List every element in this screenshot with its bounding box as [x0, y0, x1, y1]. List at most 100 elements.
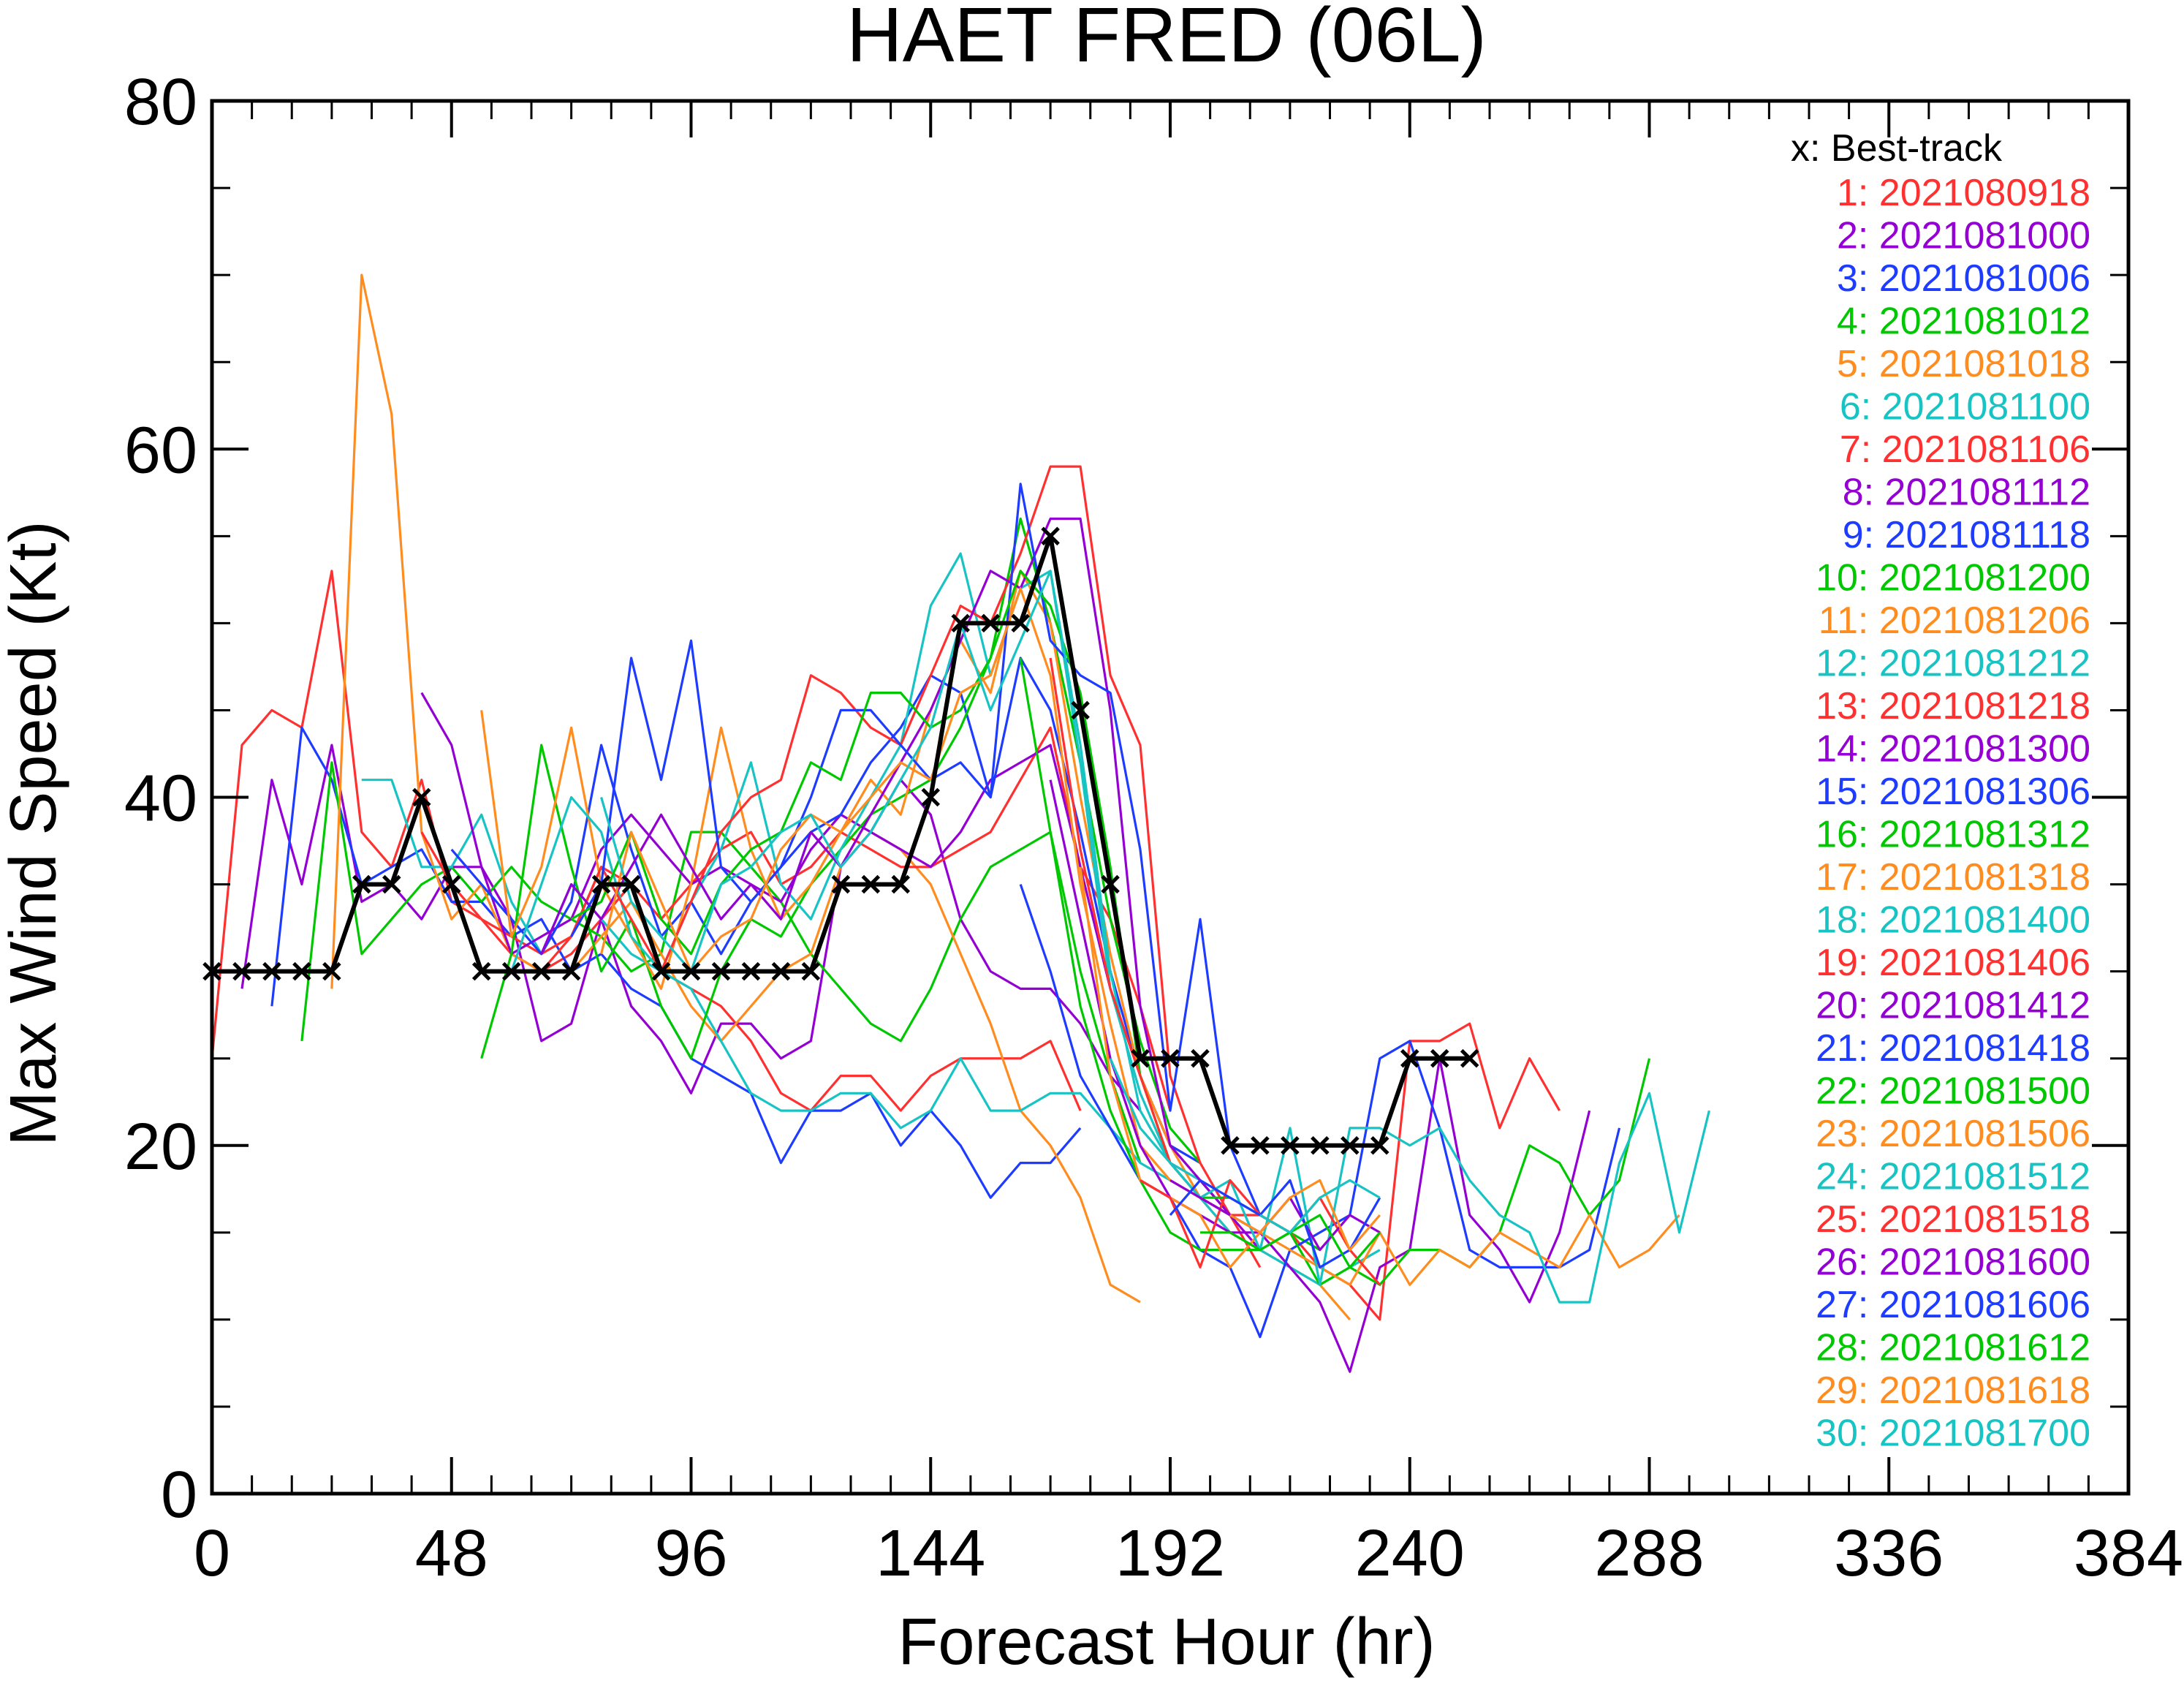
series-line-6: [361, 779, 1171, 1181]
legend-entry-11: 11: 2021081206: [1819, 600, 2090, 642]
series-line-24: [1109, 1058, 1710, 1304]
best-track-point: [322, 961, 341, 981]
series-line-21: [1019, 884, 1621, 1339]
best-track-point: [1221, 1135, 1240, 1155]
best-track-point: [1131, 1048, 1150, 1068]
best-track-point: [1400, 1048, 1419, 1068]
legend-entry-21: 21: 2021081418: [1816, 1027, 2090, 1070]
legend-entry-4: 4: 2021081012: [1837, 300, 2090, 343]
legend-entry-27: 27: 2021081606: [1816, 1284, 2090, 1326]
x-tick-label: 48: [415, 1517, 488, 1590]
x-tick-label: 96: [654, 1517, 727, 1590]
best-track-point: [412, 787, 431, 807]
best-track-point: [981, 613, 1000, 633]
best-track-point: [1460, 1048, 1479, 1068]
best-track-point: [1011, 613, 1030, 633]
best-track-point: [591, 874, 611, 894]
series-line-30: [1259, 1179, 1381, 1234]
x-tick-label: 384: [2074, 1517, 2183, 1590]
legend-entry-28: 28: 2021081612: [1816, 1327, 2090, 1369]
best-track-point: [891, 874, 911, 894]
best-track-point: [921, 787, 941, 807]
best-track-point: [1370, 1135, 1389, 1155]
legend-entry-6: 6: 2021081100: [1840, 386, 2090, 428]
legend-entry-2: 2: 2021081000: [1837, 215, 2090, 257]
series-layer: [211, 273, 1710, 1373]
y-tick-label: 40: [124, 763, 197, 836]
legend-entry-12: 12: 2021081212: [1816, 643, 2090, 685]
best-track-point: [1430, 1048, 1449, 1068]
legend-entry-30: 30: 2021081700: [1816, 1412, 2090, 1455]
series-line-20: [1049, 779, 1591, 1373]
legend-entry-18: 18: 2021081400: [1816, 899, 2090, 942]
legend-entry-3: 3: 2021081006: [1837, 257, 2090, 300]
best-track-point: [561, 961, 581, 981]
best-track-point: [861, 874, 881, 894]
legend-entry-26: 26: 2021081600: [1816, 1241, 2090, 1284]
x-tick-label: 240: [1355, 1517, 1465, 1590]
legend-entry-19: 19: 2021081406: [1816, 942, 2090, 984]
best-track-point: [501, 961, 521, 981]
legend-entry-7: 7: 2021081106: [1840, 428, 2090, 471]
best-track-point: [621, 874, 641, 894]
chart-title: HAET FRED (06L): [846, 0, 1487, 78]
legend-entry-10: 10: 2021081200: [1816, 557, 2090, 600]
x-axis-label: Forecast Hour (hr): [898, 1606, 1435, 1679]
best-track-point: [1311, 1135, 1330, 1155]
legend-entry-13: 13: 2021081218: [1816, 685, 2090, 727]
legend-entry-1: 1: 2021080918: [1837, 172, 2090, 214]
best-track-point: [441, 874, 461, 894]
y-tick-label: 20: [124, 1111, 197, 1184]
legend-entry-25: 25: 2021081518: [1816, 1198, 2090, 1241]
best-track-point: [831, 874, 851, 894]
y-tick-label: 60: [124, 414, 197, 487]
x-tick-label: 192: [1115, 1517, 1225, 1590]
legend-entry-20: 20: 2021081412: [1816, 985, 2090, 1027]
y-tick-label: 0: [161, 1459, 197, 1532]
best-track-point: [741, 961, 761, 981]
legend-entry-8: 8: 2021081112: [1843, 472, 2090, 514]
x-tick-label: 288: [1594, 1517, 1704, 1590]
legend-entry-15: 15: 2021081306: [1816, 771, 2090, 813]
best-track-point: [681, 961, 701, 981]
y-axis-label: Max Wind Speed (Kt): [0, 521, 70, 1146]
best-track-point: [1161, 1048, 1180, 1068]
best-track-point: [801, 961, 821, 981]
best-track-point: [1341, 1135, 1360, 1155]
y-tick-label: 80: [124, 66, 197, 139]
axes-layer: 0 48 96 144 192 240 288 336 384 0 20 40 60 80: [124, 66, 2183, 1590]
legend-header: x: Best-track: [1791, 127, 2003, 170]
best-track-point: [951, 613, 970, 633]
best-track-point: [711, 961, 731, 981]
best-track-point: [292, 961, 311, 981]
best-track-point: [352, 874, 371, 894]
best-track-point: [1101, 874, 1120, 894]
legend-entry-16: 16: 2021081312: [1816, 814, 2090, 856]
legend-entry-5: 5: 2021081018: [1837, 343, 2090, 385]
legend-entry-23: 23: 2021081506: [1816, 1113, 2090, 1155]
legend-entry-17: 17: 2021081318: [1816, 856, 2090, 899]
best-track-point: [651, 961, 671, 981]
best-track-point: [1041, 526, 1060, 546]
best-track-point: [232, 961, 251, 981]
best-track-point: [771, 961, 791, 981]
best-track-point: [382, 874, 401, 894]
legend-entry-24: 24: 2021081512: [1816, 1156, 2090, 1198]
x-tick-label: 336: [1834, 1517, 1944, 1590]
series-line-27: [1169, 1179, 1381, 1269]
x-tick-label: 0: [194, 1517, 230, 1590]
series-line-29: [1229, 1179, 1381, 1252]
best-track-point: [1281, 1135, 1300, 1155]
best-track-point: [1251, 1135, 1270, 1155]
best-track-point: [1071, 700, 1090, 720]
best-track-point: [262, 961, 281, 981]
legend-entry-14: 14: 2021081300: [1816, 728, 2090, 771]
best-track-point: [1191, 1048, 1210, 1068]
legend-entry-9: 9: 2021081118: [1843, 514, 2090, 556]
x-tick-label: 144: [876, 1517, 985, 1590]
best-track-point: [471, 961, 491, 981]
legend-entry-22: 22: 2021081500: [1816, 1070, 2090, 1113]
